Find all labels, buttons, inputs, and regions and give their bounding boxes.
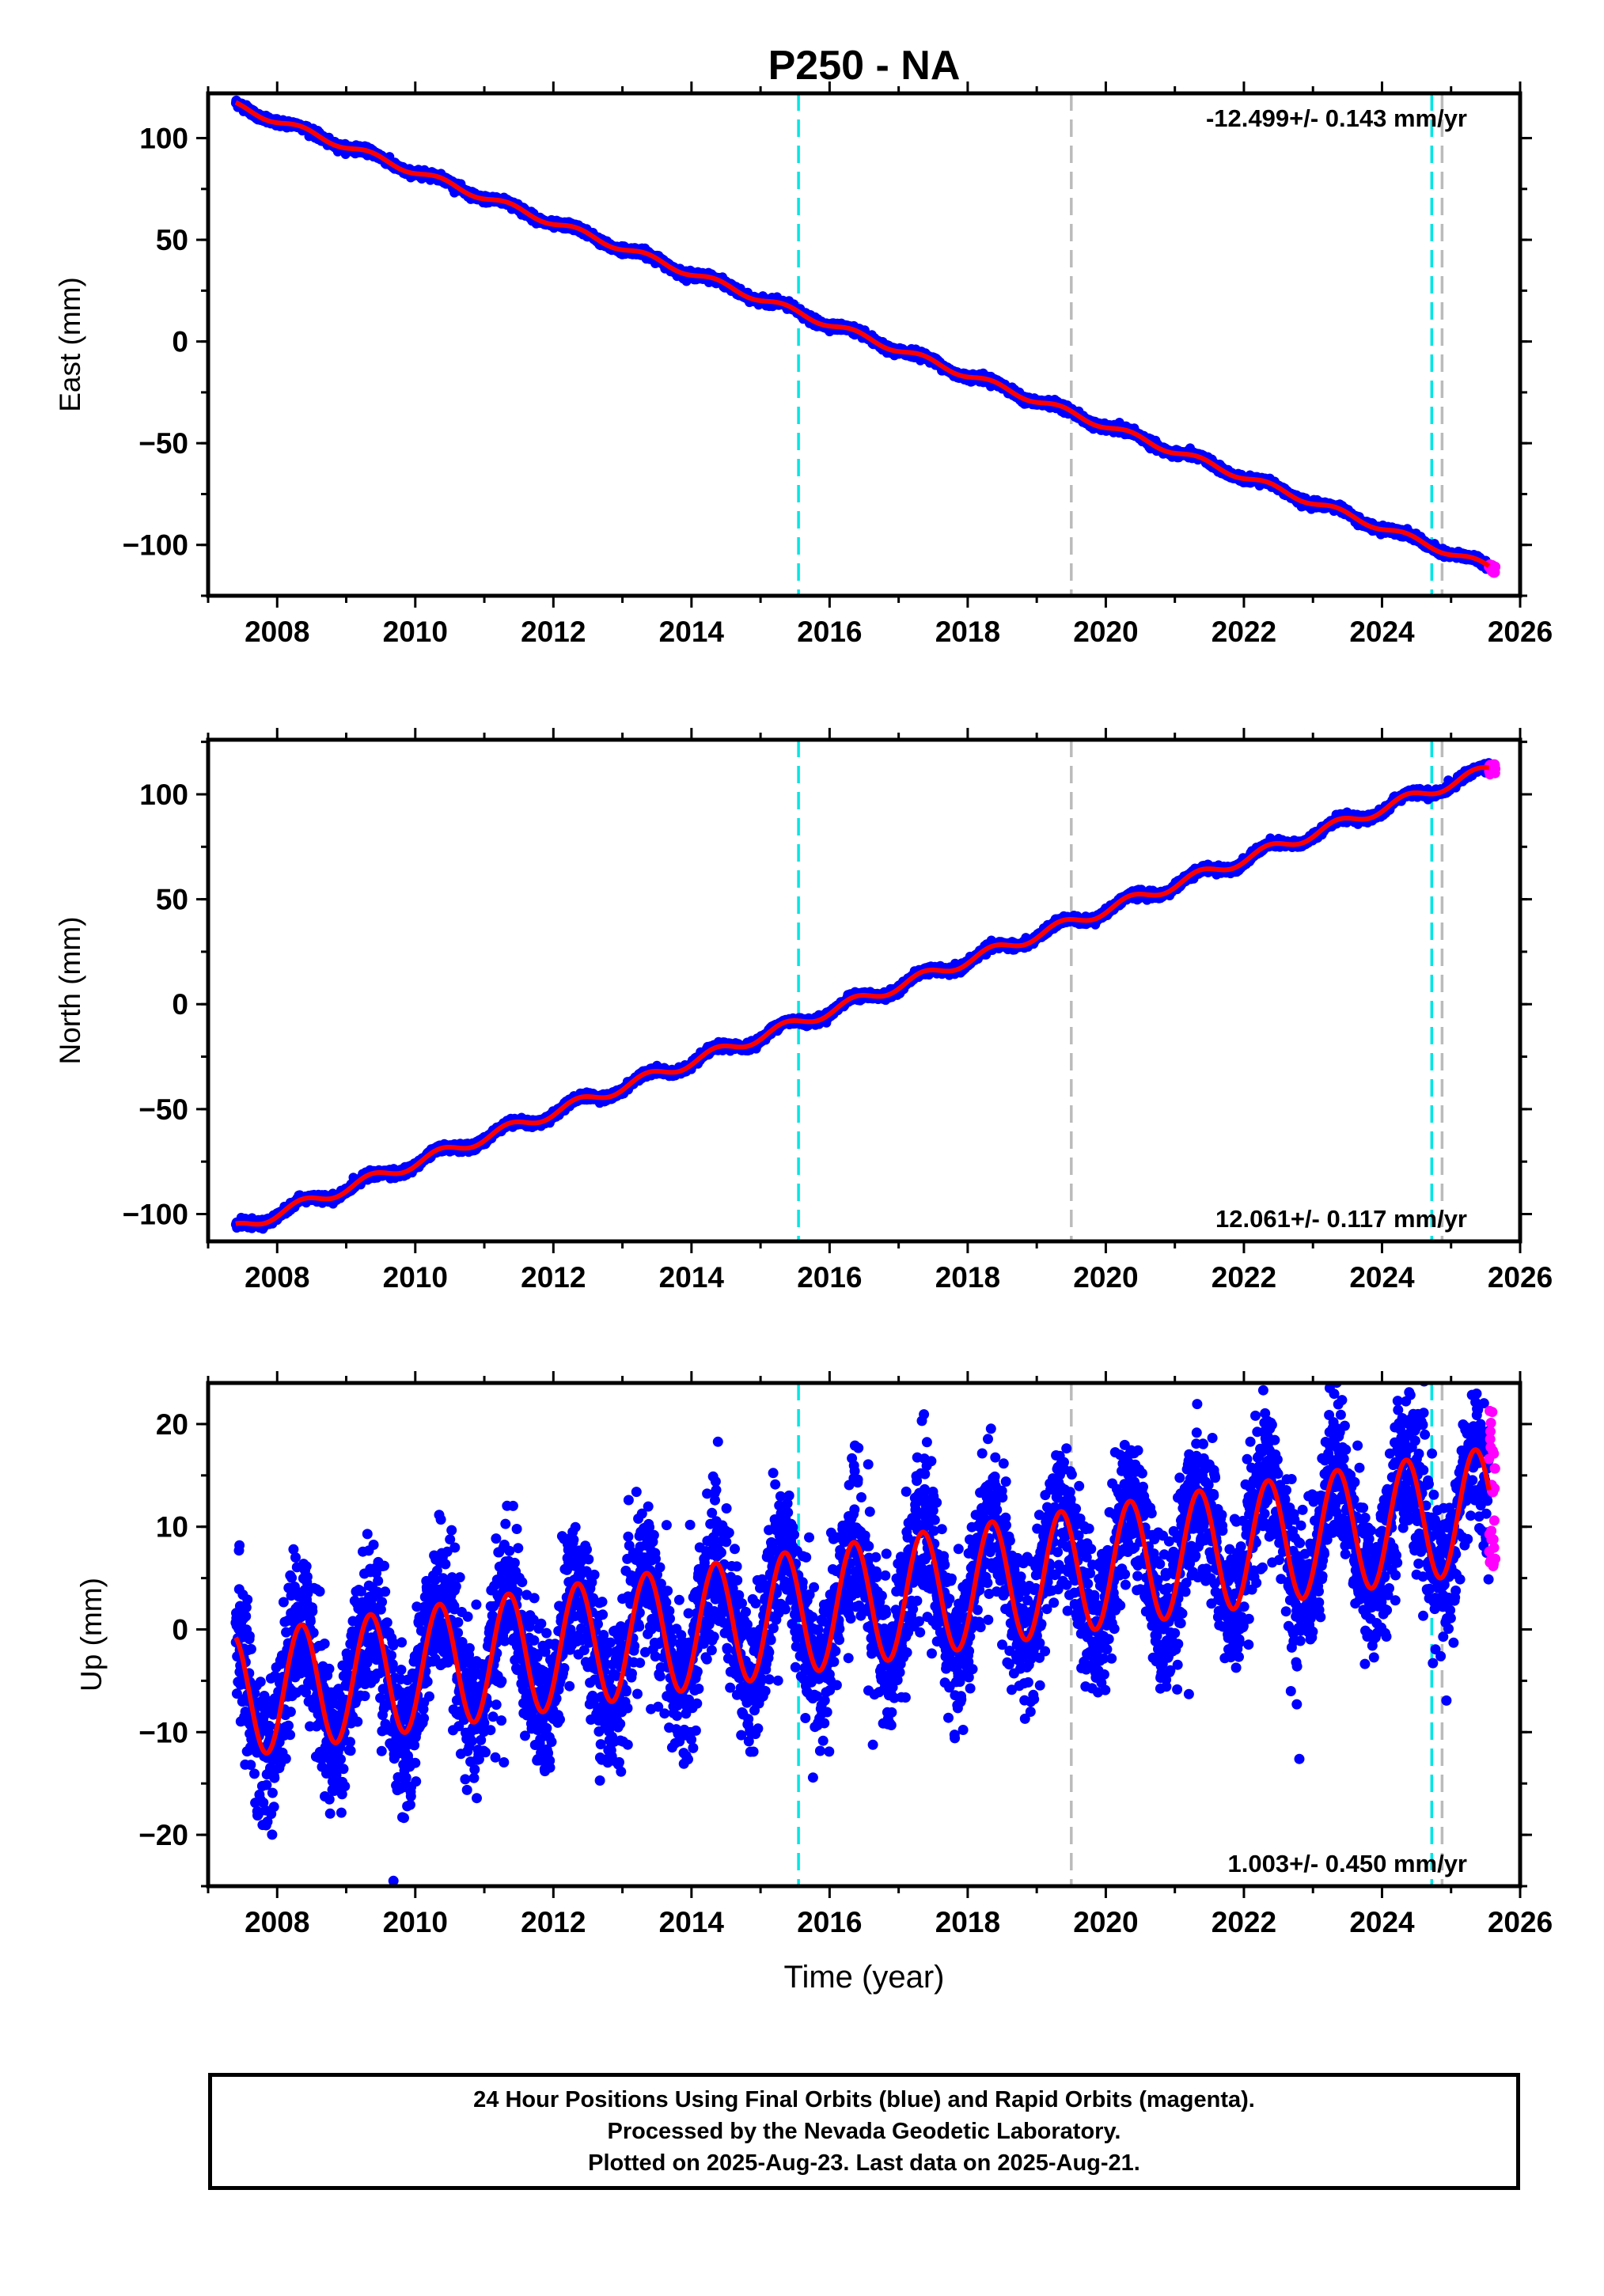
panel-0: 2008 2010 2012 2014 2016 2018 2020 2022 2024 2026… — [54, 81, 1553, 648]
figure-title: P250 - NA — [768, 43, 961, 89]
plot-area — [230, 93, 1501, 596]
